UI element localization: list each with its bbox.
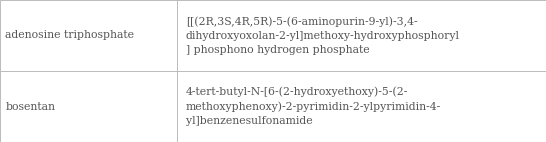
Text: [[(2R,3S,4R,5R)-5-(6-aminopurin-9-yl)-3,4-
dihydroxyoxolan-2-yl]methoxy-hydroxyp: [[(2R,3S,4R,5R)-5-(6-aminopurin-9-yl)-3,…: [186, 16, 460, 55]
Text: adenosine triphosphate: adenosine triphosphate: [5, 31, 134, 40]
Text: bosentan: bosentan: [5, 102, 56, 111]
Text: 4-tert-butyl-N-[6-(2-hydroxyethoxy)-5-(2-
methoxyphenoxy)-2-pyrimidin-2-ylpyrimi: 4-tert-butyl-N-[6-(2-hydroxyethoxy)-5-(2…: [186, 87, 441, 126]
